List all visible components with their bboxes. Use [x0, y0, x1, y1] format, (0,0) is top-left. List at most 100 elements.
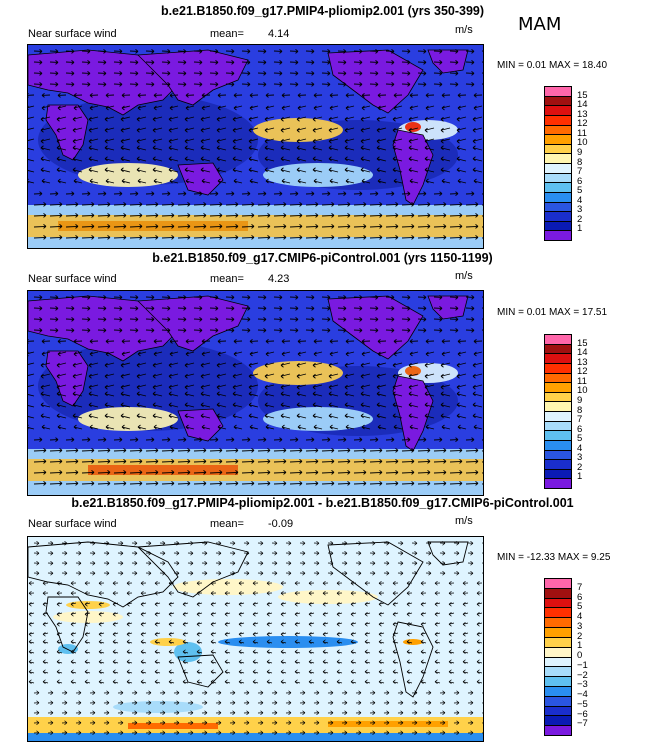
wind-arrow-head [246, 560, 250, 564]
africa [45, 350, 89, 407]
wind-arrow [392, 404, 403, 408]
wind-arrow-head [406, 601, 410, 605]
wind-arrow-head [40, 129, 44, 133]
wind-arrow-head [70, 592, 74, 596]
wind-arrow-head [201, 424, 205, 428]
north-america [327, 295, 424, 360]
wind-arrow [328, 127, 339, 131]
wind-arrow-head [328, 118, 332, 122]
wind-arrow-head [249, 353, 253, 357]
wind-arrow-head [302, 542, 306, 546]
wind-arrow-head [112, 613, 116, 617]
wind-arrow-head [78, 560, 82, 564]
wind-arrow-head [288, 542, 292, 546]
wind-arrow-head [187, 237, 191, 240]
wind-arrow [376, 158, 387, 162]
wind-arrow-head [231, 306, 235, 309]
wind-arrow [152, 127, 163, 131]
wind-arrow-head [238, 613, 242, 617]
wind-arrow-head [443, 470, 447, 473]
wind-arrow-head [75, 472, 79, 475]
wind-arrow-head [443, 483, 447, 486]
wind-arrow-head [248, 118, 252, 122]
wind-arrow-head [103, 308, 107, 311]
wind-arrow-head [104, 158, 108, 162]
wind-arrow-head [190, 540, 194, 544]
wind-arrow-head [475, 237, 479, 240]
wind-arrow-head [372, 540, 376, 544]
wind-arrow-head [425, 351, 429, 355]
wind-arrow-head [57, 353, 61, 357]
wind-arrow-head [153, 180, 157, 184]
wind-arrow-head [249, 341, 253, 344]
wind-arrow [337, 471, 351, 474]
wind-arrow-head [434, 603, 438, 607]
wind-arrow [248, 415, 259, 419]
wind-arrow-head [249, 339, 253, 342]
wind-arrow-head [331, 450, 335, 453]
wind-arrow-head [59, 204, 63, 207]
wind-arrow-head [329, 339, 333, 342]
wind-arrow-head [112, 631, 116, 635]
australia [177, 654, 224, 688]
wind-arrow-head [297, 93, 301, 96]
wind-arrow-head [184, 386, 188, 390]
wind-arrow-head [233, 107, 237, 111]
wind-arrow-head [350, 623, 354, 627]
panel-3-mean-value: -0.09 [268, 518, 294, 530]
wind-arrow [264, 147, 275, 151]
wind-arrow-head [153, 426, 157, 430]
wind-arrow-head [251, 459, 255, 462]
wind-arrow [224, 632, 231, 635]
wind-arrow [408, 373, 419, 377]
wind-arrow [40, 127, 51, 131]
wind-arrow [265, 105, 275, 109]
wind-arrow [434, 651, 441, 654]
wind-arrow-head [295, 328, 299, 331]
wind-arrow-head [176, 552, 180, 556]
wind-arrow [376, 404, 387, 408]
wind-arrow-head [475, 202, 479, 205]
wind-arrow-head [439, 82, 443, 85]
wind-arrow-head [441, 105, 445, 109]
wind-arrow-head [347, 481, 351, 484]
wind-arrow-head [313, 351, 317, 355]
wind-arrow [328, 138, 339, 142]
wind-arrow [185, 426, 195, 430]
colorbar-swatch [545, 460, 571, 470]
wind-arrow-head [56, 402, 60, 406]
wind-arrow-head [167, 330, 171, 333]
colorbar-swatch [545, 192, 571, 203]
wind-arrow [28, 427, 35, 430]
wind-arrow-head [266, 611, 270, 615]
wind-arrow [88, 138, 99, 142]
wind-arrow [193, 471, 207, 474]
wind-arrow-head [123, 224, 127, 227]
wind-arrow-head [247, 82, 251, 85]
wind-arrow-head [232, 550, 236, 554]
wind-arrow [294, 651, 301, 654]
wind-arrow [408, 158, 419, 162]
wind-arrow-head [148, 552, 152, 556]
wind-arrow-head [302, 552, 306, 556]
wind-arrow-head [420, 669, 424, 673]
wind-arrow-head [378, 681, 382, 685]
wind-arrow-head [139, 450, 143, 453]
wind-arrow [28, 138, 35, 141]
wind-arrow-head [71, 439, 75, 442]
wind-arrow [344, 362, 355, 366]
wind-arrow-head [424, 375, 428, 379]
wind-arrow-head [473, 426, 477, 430]
wind-arrow-head [251, 213, 255, 216]
wind-arrow [433, 214, 447, 217]
colorbar-label: 7 [577, 166, 583, 178]
wind-arrow-head [350, 601, 354, 605]
wind-arrow [280, 651, 287, 654]
wind-arrow-head [28, 661, 32, 665]
wind-arrow-head [232, 129, 236, 133]
wind-arrow-head [248, 138, 252, 142]
wind-arrow [98, 671, 105, 674]
wind-arrow-head [379, 213, 383, 216]
wind-arrow [28, 362, 35, 365]
wind-arrow-head [279, 328, 283, 331]
